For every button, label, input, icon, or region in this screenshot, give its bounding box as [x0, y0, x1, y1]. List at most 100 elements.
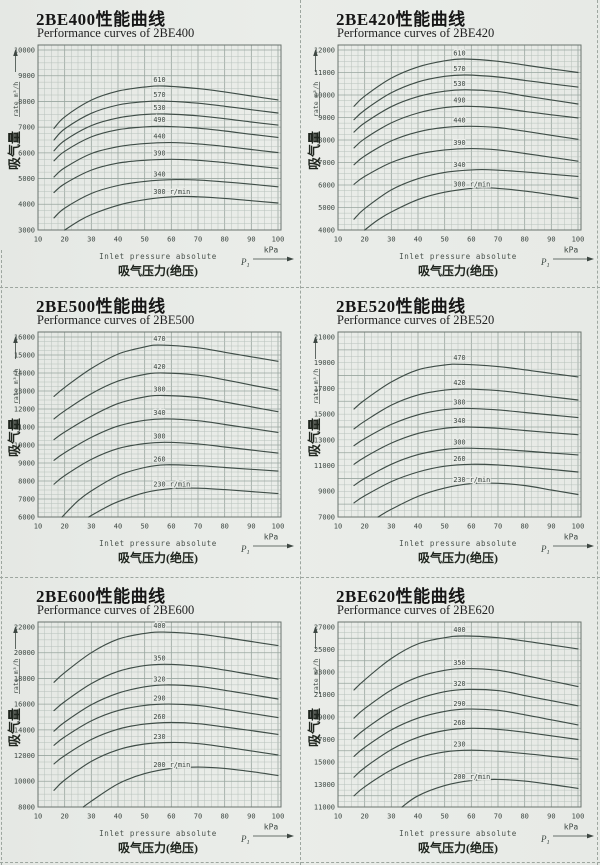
- curve-speed-labels: 400 350 320 290 260 230 200 r/min: [152, 621, 191, 770]
- y-tick-label: 7000: [18, 495, 35, 503]
- curve-200: [401, 778, 579, 808]
- curve-470: [53, 344, 279, 397]
- curve-260: [53, 721, 279, 765]
- y-tick-label: 4000: [318, 226, 335, 234]
- x-tick-label: 60: [467, 236, 475, 244]
- x-axis-label-en: Inlet pressure absolute: [399, 252, 517, 261]
- chart-title-en: Performance curves of 2BE400: [37, 26, 195, 40]
- curve-label: 420: [153, 363, 165, 371]
- x-tick-label: 80: [220, 813, 228, 821]
- x-axis-arrowhead: [587, 543, 594, 549]
- y-axis-arrowhead: [13, 49, 18, 56]
- plot-grid: [337, 45, 581, 231]
- curve-label: 570: [153, 91, 165, 99]
- x-axis-unit: kPa: [564, 533, 579, 542]
- speed-curves: [53, 631, 279, 808]
- x-axis-label-en: Inlet pressure absolute: [99, 539, 217, 548]
- axis-tick-labels: 8000 10000 12000 14000 16000 18000 20000 22000 1…: [14, 623, 284, 820]
- y-tick-label: 17000: [314, 736, 335, 744]
- x-tick-label: 20: [60, 523, 68, 531]
- y-tick-label: 6000: [318, 181, 335, 189]
- pressure-symbol: P1: [540, 834, 550, 846]
- x-tick-label: 10: [334, 236, 342, 244]
- speed-curves: [53, 85, 279, 231]
- y-tick-label: 21000: [314, 333, 335, 341]
- y-axis-title: 吸气量 rate m³/h: [307, 49, 322, 170]
- curve-230: [353, 749, 579, 797]
- x-axis-label-en: Inlet pressure absolute: [99, 252, 217, 261]
- x-tick-label: 90: [247, 813, 255, 821]
- plot-frame: [37, 331, 282, 518]
- x-tick-label: 10: [34, 813, 42, 821]
- y-tick-label: 10000: [314, 91, 335, 99]
- curve-label: 350: [153, 654, 165, 662]
- y-axis-title: 吸气量 rate m³/h: [307, 336, 322, 457]
- y-axis-label-zh: 吸气量: [7, 708, 22, 747]
- curve-speed-labels: 610 570 530 490 440 390 340 300 r/min: [152, 75, 191, 198]
- curve-530: [53, 113, 279, 152]
- y-tick-label: 10000: [14, 778, 35, 786]
- axis-tick-labels: 4000 5000 6000 7000 8000 9000 10000 11000 12000 1…: [314, 46, 584, 243]
- x-axis-arrowhead: [287, 833, 294, 839]
- y-axis-label-en: rate m³/h: [312, 659, 320, 694]
- curve-440: [53, 142, 279, 178]
- x-tick-label: 50: [440, 813, 448, 821]
- curve-label: 290: [453, 700, 465, 708]
- curve-350: [53, 663, 279, 712]
- x-tick-label: 80: [220, 523, 228, 531]
- x-axis-label-zh: 吸气压力(绝压): [418, 840, 498, 855]
- curve-340: [53, 178, 279, 219]
- curve-label: 200 r/min: [153, 761, 190, 769]
- chart-panel-2be400: 2BE400性能曲线 Performance curves of 2BE400 …: [0, 0, 300, 287]
- x-tick-label: 10: [34, 523, 42, 531]
- y-tick-label: 15000: [314, 411, 335, 419]
- x-axis-label-zh: 吸气压力(绝压): [418, 263, 498, 278]
- curve-label: 380: [453, 399, 465, 407]
- curve-label: 440: [453, 116, 465, 124]
- curve-label: 530: [153, 104, 165, 112]
- curve-label: 400: [453, 626, 465, 634]
- y-tick-label: 10000: [14, 46, 35, 54]
- y-tick-label: 9000: [18, 72, 35, 80]
- y-tick-label: 9000: [318, 488, 335, 496]
- x-axis-title: Inlet pressure absolute 吸气压力(绝压) P1 kPa: [399, 533, 594, 565]
- x-axis-unit: kPa: [564, 823, 579, 832]
- y-tick-label: 19000: [314, 713, 335, 721]
- performance-curves-plot: 3000 4000 5000 6000 7000 8000 9000 10000 10 20 30 4…: [7, 44, 294, 278]
- speed-curves: [353, 58, 579, 231]
- x-axis-title: Inlet pressure absolute 吸气压力(绝压) P1 kPa: [399, 823, 594, 855]
- curve-label: 300 r/min: [153, 188, 190, 196]
- chart-title-en: Performance curves of 2BE620: [337, 603, 495, 617]
- x-tick-label: 100: [572, 523, 585, 531]
- chart-title-en: Performance curves of 2BE500: [37, 313, 195, 327]
- y-axis-label-en: rate m³/h: [12, 82, 20, 117]
- curve-label: 300: [153, 432, 165, 440]
- y-axis-label-zh: 吸气量: [7, 418, 22, 457]
- y-tick-label: 9000: [318, 114, 335, 122]
- axis-tick-labels: 7000 9000 11000 13000 15000 17000 19000 21000 10…: [314, 333, 584, 530]
- y-tick-label: 10000: [14, 441, 35, 449]
- speed-curves: [353, 635, 579, 808]
- x-tick-label: 30: [87, 236, 95, 244]
- plot-frame: [337, 44, 582, 231]
- x-tick-label: 60: [167, 523, 175, 531]
- curve-390: [353, 148, 579, 185]
- curve-260: [61, 464, 279, 518]
- plot-grid: [337, 622, 581, 808]
- y-axis-arrowhead: [313, 336, 318, 343]
- axis-tick-labels: 11000 13000 15000 17000 19000 21000 23000 25000…: [314, 623, 584, 820]
- x-tick-label: 100: [272, 523, 285, 531]
- curve-label: 340: [453, 417, 465, 425]
- x-tick-label: 40: [414, 523, 422, 531]
- y-tick-label: 23000: [314, 668, 335, 676]
- curve-speed-labels: 400 350 320 290 260 230 200 r/min: [452, 625, 491, 782]
- x-tick-label: 30: [387, 236, 395, 244]
- curve-340: [353, 168, 579, 220]
- x-axis-arrowhead: [587, 256, 594, 262]
- y-axis-label-en: rate m³/h: [12, 369, 20, 404]
- y-tick-label: 6000: [18, 149, 35, 157]
- performance-curves-plot: 7000 9000 11000 13000 15000 17000 19000 21000 10…: [307, 331, 594, 565]
- chart-title-zh: 2BE500性能曲线: [36, 297, 166, 316]
- curve-label: 350: [453, 659, 465, 667]
- y-axis-arrowhead: [313, 626, 318, 633]
